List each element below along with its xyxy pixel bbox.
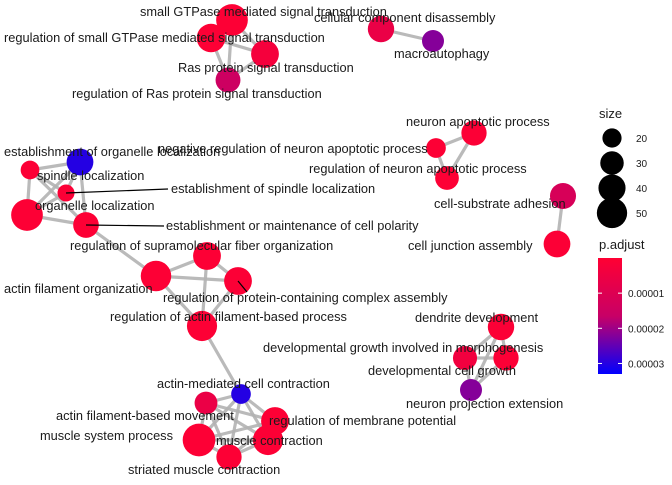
size-legend-circle [598,174,626,202]
p-adjust-tick-label: 0.00001 [628,289,665,300]
network-node [252,424,284,456]
network-node [452,345,478,371]
node-label: establishment or maintenance of cell pol… [166,218,419,233]
node-label: actin filament-based movement [56,408,234,423]
node-label: establishment of spindle localization [171,181,375,196]
node-label: developmental growth involved in morphog… [263,340,543,355]
node-label: neuron apoptotic process [406,114,550,129]
network-node [251,40,279,68]
node-label: negative regulation of neuron apoptotic … [158,141,428,156]
node-label: regulation of Ras protein signal transdu… [72,86,322,101]
node-label: muscle system process [40,428,173,443]
network-node [493,345,519,371]
p-adjust-legend: p.adjust 0.00001 0.00002 0.00003 [598,237,665,374]
network-node [461,120,487,146]
node-label: actin filament organization [4,281,153,296]
node-label: actin-mediated cell contraction [157,376,330,391]
network-node [140,260,172,292]
network-node [193,242,221,270]
node-label: regulation of small GTPase mediated sign… [4,30,325,45]
p-adjust-legend-title: p.adjust [599,237,645,252]
node-label: regulation of actin filament-based proce… [110,309,347,324]
network-node [20,160,40,180]
size-legend-circle [602,128,622,148]
label-leader-line [65,188,169,194]
node-layer [11,4,577,470]
p-adjust-colorbar [598,258,622,374]
network-node [196,23,226,53]
network-node [194,391,218,415]
node-label: regulation of protein-containing complex… [163,290,448,305]
node-label: muscle contraction [216,433,323,448]
network-node [543,230,571,258]
p-adjust-tick-label: 0.00002 [628,324,665,335]
network-node [182,423,216,457]
node-label: macroautophagy [394,46,490,61]
network-node [231,384,251,404]
network-node [426,138,446,158]
node-label: organelle localization [35,198,155,213]
network-node [66,148,94,176]
node-label: regulation of membrane potential [269,413,456,428]
node-label: small GTPase mediated signal transductio… [140,4,387,19]
size-legend-label: 30 [636,159,648,170]
network-node [435,166,459,190]
node-label: striated muscle contraction [128,462,280,477]
node-label: cellular component disassembly [314,10,496,25]
network-edge [28,168,88,227]
network-node [460,379,482,401]
node-label: dendrite development [415,310,539,325]
node-label: cell-substrate adhesion [434,196,566,211]
node-label: neuron projection extension [406,396,563,411]
size-legend-label: 40 [636,184,648,195]
network-node [216,444,242,470]
node-label: developmental cell growth [368,363,516,378]
network-node [422,30,444,52]
label-layer: small GTPase mediated signal transductio… [4,4,566,477]
size-legend-title: size [599,106,622,121]
node-label: Ras protein signal transduction [178,60,354,75]
node-label: regulation of neuron apoptotic process [309,161,527,176]
p-adjust-tick-label: 0.00003 [628,359,665,370]
network-node [11,199,43,231]
label-leader-line [85,224,165,227]
size-legend-label: 50 [636,209,648,220]
node-label: regulation of supramolecular fiber organ… [70,238,333,253]
network-node [367,15,395,43]
network-node [549,182,577,210]
size-legend-circle [600,151,624,175]
network-node [186,310,218,342]
label-leader-layer [65,188,248,293]
node-label: spindle localization [37,168,144,183]
network-node [215,67,241,93]
node-label: cell junction assembly [408,238,533,253]
network-node [216,4,248,36]
size-legend-label: 20 [636,134,648,145]
size-legend: size 20 30 40 50 [596,106,648,229]
network-node [487,313,515,341]
label-leader-line [237,280,248,293]
node-label: establishment of organelle localization [4,144,220,159]
size-legend-circle [596,197,628,229]
